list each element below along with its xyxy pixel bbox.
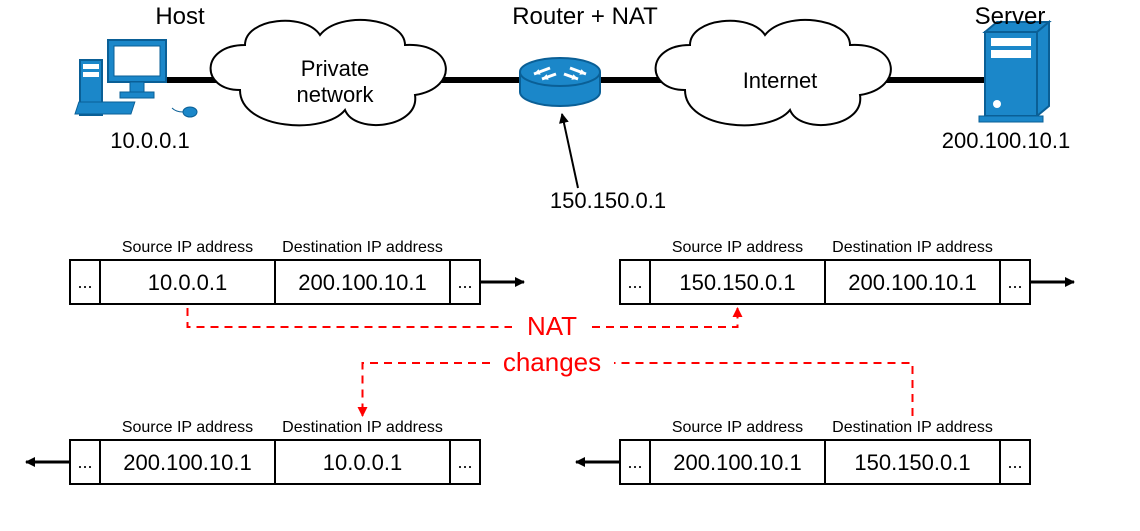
private-network-cloud-label: network xyxy=(296,82,374,107)
packet-outgoing-after-dst-hdr: Destination IP address xyxy=(832,239,993,256)
host-title: Host xyxy=(155,3,205,30)
packet-outgoing-before-ell-l: ... xyxy=(77,272,92,292)
packet-outgoing-before-src: 10.0.0.1 xyxy=(148,270,228,295)
packet-incoming-before-dst: 150.150.0.1 xyxy=(854,450,970,475)
server-ip: 200.100.10.1 xyxy=(942,128,1070,153)
packet-outgoing-after-src: 150.150.0.1 xyxy=(679,270,795,295)
packet-incoming-after-dst: 10.0.0.1 xyxy=(323,450,403,475)
packet-outgoing-after-dst: 200.100.10.1 xyxy=(848,270,976,295)
packet-incoming-before-ell-r: ... xyxy=(1007,452,1022,472)
packet-outgoing-after-src-hdr: Source IP address xyxy=(672,239,803,256)
nat-label-2: changes xyxy=(503,347,601,377)
nat-path-outgoing xyxy=(188,308,738,327)
packet-incoming-before-src-hdr: Source IP address xyxy=(672,419,803,436)
packet-outgoing-after-ell-l: ... xyxy=(627,272,642,292)
router-ip: 150.150.0.1 xyxy=(550,188,666,213)
nat-label-1: NAT xyxy=(527,311,577,341)
router-ip-pointer xyxy=(562,114,578,188)
packet-outgoing-after-ell-r: ... xyxy=(1007,272,1022,292)
packet-outgoing-before xyxy=(70,260,524,304)
packet-outgoing-before-dst-hdr: Destination IP address xyxy=(282,239,443,256)
server-title: Server xyxy=(975,3,1046,30)
packet-incoming-after-src-hdr: Source IP address xyxy=(122,419,253,436)
router-icon xyxy=(520,58,600,106)
packet-incoming-after-dst-hdr: Destination IP address xyxy=(282,419,443,436)
server-icon xyxy=(979,22,1049,122)
packet-incoming-after-ell-l: ... xyxy=(77,452,92,472)
packet-incoming-before-ell-l: ... xyxy=(627,452,642,472)
packet-outgoing-before-dst: 200.100.10.1 xyxy=(298,270,426,295)
router-title: Router + NAT xyxy=(512,3,658,30)
packet-outgoing-before-src-hdr: Source IP address xyxy=(122,239,253,256)
packet-incoming-after-ell-r: ... xyxy=(457,452,472,472)
packet-incoming-after xyxy=(26,440,480,484)
packet-incoming-before-src: 200.100.10.1 xyxy=(673,450,801,475)
packet-outgoing-before-ell-r: ... xyxy=(457,272,472,292)
internet-cloud-label: Internet xyxy=(743,68,818,93)
packet-incoming-before-dst-hdr: Destination IP address xyxy=(832,419,993,436)
nat-path-incoming xyxy=(363,363,913,416)
packet-incoming-after-src: 200.100.10.1 xyxy=(123,450,251,475)
private-network-cloud-label: Private xyxy=(301,56,369,81)
host-ip: 10.0.0.1 xyxy=(110,128,190,153)
